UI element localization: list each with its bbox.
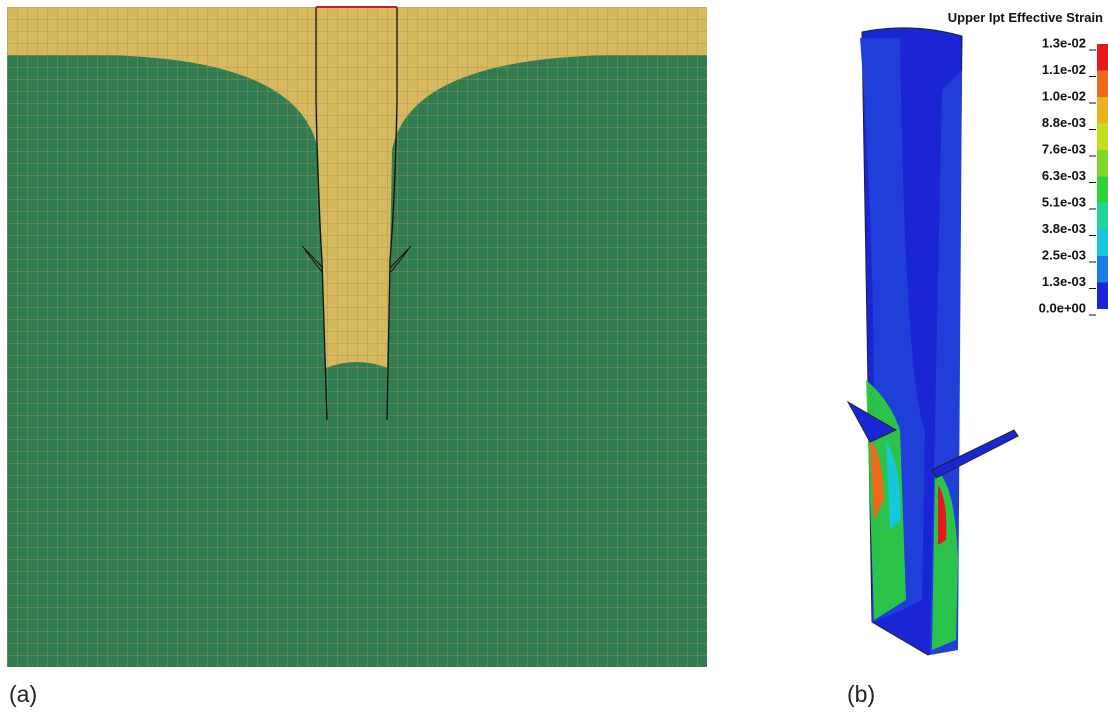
legend-label: 1.0e-02 (1042, 88, 1086, 103)
legend-label: 1.1e-02 (1042, 62, 1086, 77)
color-swatch (1097, 150, 1108, 177)
color-swatch (1097, 203, 1108, 230)
legend-label: 2.5e-03 (1042, 247, 1086, 262)
panel-label: (b) (847, 681, 875, 707)
color-swatch (1097, 177, 1108, 204)
legend-title: Upper Ipt Effective Strain (948, 10, 1103, 25)
legend-label: 7.6e-03 (1042, 141, 1086, 156)
panel-label: (a) (9, 681, 37, 707)
legend-label: 3.8e-03 (1042, 221, 1086, 236)
legend-label: 1.3e-03 (1042, 274, 1086, 289)
legend-label: 1.3e-02 (1042, 35, 1086, 50)
legend-label: 0.0e+00 (1039, 300, 1086, 315)
mesh-grid (7, 7, 707, 667)
color-swatch (1097, 71, 1108, 98)
color-swatch (1097, 44, 1108, 71)
legend-label: 8.8e-03 (1042, 115, 1086, 130)
color-swatch (1097, 256, 1108, 283)
mesh-panel (7, 7, 707, 667)
figure: (a) (b) Upper Ipt Effective Strain 1.3e-… (0, 0, 1108, 713)
legend-label: 5.1e-03 (1042, 194, 1086, 209)
color-swatch (1097, 97, 1108, 124)
contour-panel (848, 28, 1018, 655)
color-swatch (1097, 230, 1108, 257)
color-swatch (1097, 283, 1108, 310)
legend: 1.3e-02 1.1e-02 1.0e-02 8.8e-03 7.6e-03 6.3e-… (1039, 35, 1108, 315)
color-swatch (1097, 124, 1108, 151)
legend-label: 6.3e-03 (1042, 168, 1086, 183)
